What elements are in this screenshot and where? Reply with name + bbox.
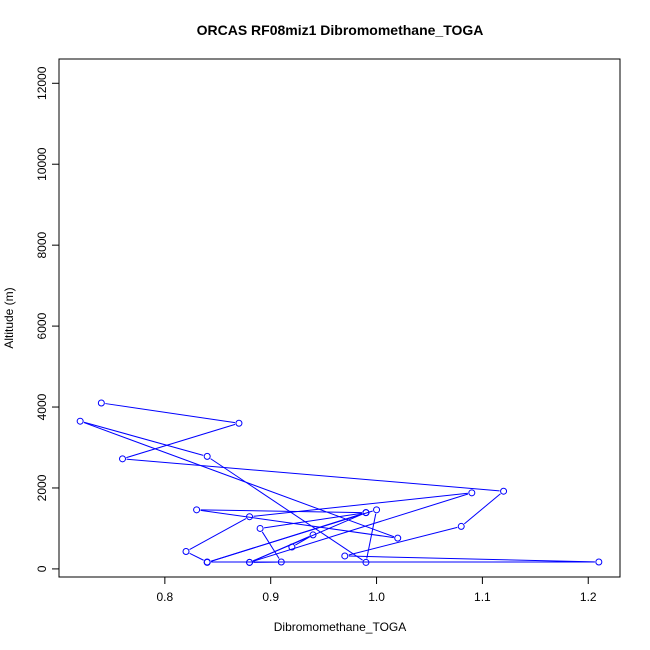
series-segment (263, 512, 363, 529)
data-point (193, 506, 201, 514)
series-segment (253, 492, 468, 517)
series-segment (126, 423, 236, 459)
x-tick-label: 1.0 (368, 590, 385, 604)
data-point (119, 455, 127, 463)
x-axis-label: Dibromomethane_TOGA (274, 620, 407, 634)
series-segment (366, 513, 377, 559)
series-segment (463, 493, 501, 525)
data-point (97, 399, 105, 407)
data-point (203, 452, 211, 460)
data-point (235, 419, 243, 427)
series-segment (83, 421, 204, 456)
data-point (373, 506, 381, 514)
x-tick-label: 1.2 (580, 590, 597, 604)
data-point (595, 558, 603, 566)
data-point (457, 522, 465, 530)
data-point (468, 489, 476, 497)
plot-frame (58, 58, 621, 578)
data-point (362, 558, 370, 566)
series-segment (253, 493, 469, 562)
series-segment (252, 536, 310, 562)
data-point (394, 534, 402, 542)
data-point (246, 513, 254, 521)
y-tick-label: 10000 (35, 147, 49, 181)
x-tick-label: 1.1 (474, 590, 491, 604)
y-tick-label: 6000 (35, 312, 49, 339)
series-lines (83, 403, 595, 563)
series-segment (210, 458, 363, 561)
y-tick-label: 4000 (35, 393, 49, 420)
x-tick-label: 0.9 (262, 590, 279, 604)
data-point (182, 548, 190, 556)
y-axis-label: Altitude (m) (2, 287, 16, 348)
series-segment (348, 555, 595, 563)
series-segment (83, 422, 395, 538)
series-segment (105, 403, 236, 424)
series-segment (200, 509, 394, 539)
data-point (341, 552, 349, 560)
data-point (203, 558, 211, 566)
data-point (246, 558, 254, 566)
y-tick-label: 8000 (35, 231, 49, 258)
y-tick-label: 0 (35, 565, 49, 572)
data-point (309, 531, 317, 539)
data-point (256, 524, 264, 532)
series-segment (189, 518, 247, 551)
data-point (362, 509, 370, 517)
series-segment (295, 536, 310, 546)
y-tick-label: 2000 (35, 474, 49, 501)
series-segment (189, 552, 204, 561)
data-point (288, 543, 296, 551)
series-segment (261, 531, 280, 559)
series-segment (348, 526, 458, 556)
series-segment (210, 513, 363, 562)
y-axis: 0 2000 4000 6000 8000 10000 12000 (35, 66, 60, 572)
y-tick-label: 12000 (35, 66, 49, 100)
series-segment (126, 458, 500, 492)
series-points (76, 399, 603, 566)
data-point (277, 558, 285, 566)
x-tick-label: 0.8 (157, 590, 174, 604)
data-point (500, 487, 508, 495)
chart-title: ORCAS RF08miz1 Dibromomethane_TOGA (197, 22, 484, 38)
x-axis: 0.8 0.9 1.0 1.1 1.2 (157, 576, 597, 604)
series-segment (200, 509, 362, 514)
data-point (76, 417, 84, 425)
